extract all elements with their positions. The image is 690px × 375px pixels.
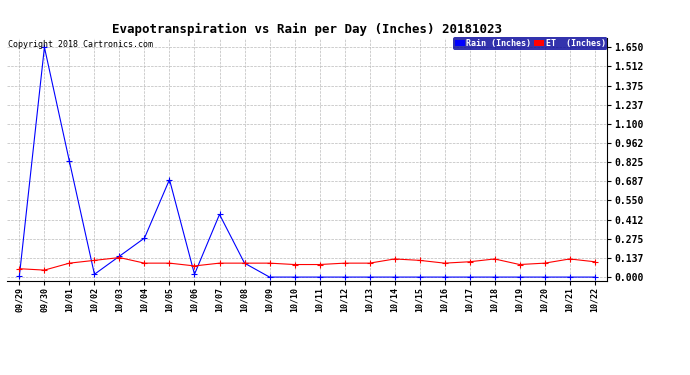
Legend: Rain (Inches), ET  (Inches): Rain (Inches), ET (Inches): [453, 38, 607, 50]
Text: Copyright 2018 Cartronics.com: Copyright 2018 Cartronics.com: [8, 40, 152, 49]
Title: Evapotranspiration vs Rain per Day (Inches) 20181023: Evapotranspiration vs Rain per Day (Inch…: [112, 23, 502, 36]
